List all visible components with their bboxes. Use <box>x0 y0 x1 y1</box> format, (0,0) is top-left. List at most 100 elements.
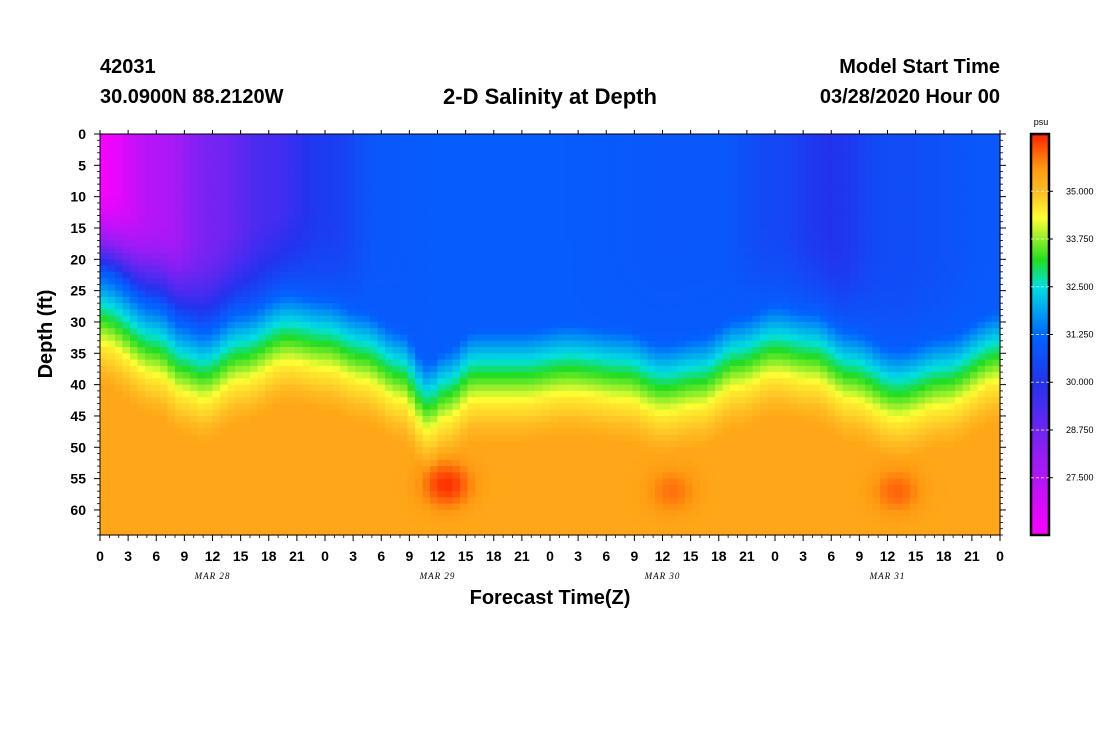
heatmap-cell <box>385 491 394 499</box>
heatmap-cell <box>385 453 394 461</box>
heatmap-cell <box>527 240 536 248</box>
heatmap-cell <box>662 296 671 304</box>
heatmap-cell <box>482 503 491 511</box>
heatmap-cell <box>385 466 394 473</box>
heatmap-cell <box>505 497 514 505</box>
heatmap-cell <box>250 152 259 160</box>
heatmap-cell <box>437 265 446 273</box>
heatmap-cell <box>655 159 664 166</box>
heatmap-cell <box>610 522 619 530</box>
heatmap-cell <box>632 340 641 348</box>
heatmap-cell <box>512 184 521 191</box>
heatmap-cell <box>452 403 461 411</box>
heatmap-cell <box>610 365 619 373</box>
heatmap-cell <box>295 428 304 436</box>
heatmap-cell <box>190 140 199 148</box>
heatmap-cell <box>115 171 124 179</box>
heatmap-cell <box>377 466 386 473</box>
heatmap-cell <box>662 152 671 160</box>
heatmap-cell <box>167 441 176 448</box>
heatmap-cell <box>415 466 424 473</box>
heatmap-cell <box>332 409 341 417</box>
heatmap-cell <box>400 353 409 361</box>
heatmap-cell <box>535 278 544 285</box>
heatmap-cell <box>107 159 116 166</box>
heatmap-cell <box>422 428 431 436</box>
heatmap-cell <box>587 347 596 354</box>
heatmap-cell <box>340 384 349 392</box>
heatmap-cell <box>632 415 641 423</box>
heatmap-cell <box>257 503 266 511</box>
heatmap-cell <box>310 466 319 473</box>
heatmap-cell <box>250 441 259 448</box>
heatmap-cell <box>460 390 469 398</box>
heatmap-cell <box>430 359 439 367</box>
heatmap-cell <box>407 209 416 217</box>
heatmap-cell <box>137 227 146 235</box>
heatmap-cell <box>527 202 536 210</box>
heatmap-cell <box>250 303 259 311</box>
heatmap-cell <box>280 259 289 267</box>
heatmap-cell <box>542 134 551 141</box>
heatmap-cell <box>430 227 439 235</box>
heatmap-cell <box>452 190 461 198</box>
heatmap-cell <box>407 509 416 517</box>
heatmap-cell <box>655 347 664 354</box>
heatmap-cell <box>535 202 544 210</box>
heatmap-cell <box>265 359 274 367</box>
heatmap-cell <box>250 384 259 392</box>
heatmap-cell <box>220 384 229 392</box>
heatmap-cell <box>437 415 446 423</box>
heatmap-cell <box>557 378 566 386</box>
heatmap-cell <box>175 190 184 198</box>
heatmap-cell <box>625 434 634 442</box>
heatmap-cell <box>535 422 544 430</box>
heatmap-cell <box>527 353 536 361</box>
heatmap-cell <box>175 290 184 298</box>
heatmap-cell <box>407 347 416 354</box>
heatmap-cell <box>137 328 146 336</box>
heatmap-cell <box>355 422 364 430</box>
heatmap-cell <box>130 221 139 229</box>
heatmap-cell <box>115 403 124 411</box>
heatmap-cell <box>242 522 251 530</box>
heatmap-cell <box>295 340 304 348</box>
heatmap-cell <box>257 390 266 398</box>
heatmap-cell <box>130 140 139 148</box>
heatmap-cell <box>362 271 371 279</box>
heatmap-cell <box>100 259 109 267</box>
heatmap-cell <box>197 309 206 317</box>
heatmap-cell <box>242 353 251 361</box>
heatmap-cell <box>115 152 124 160</box>
heatmap-cell <box>520 409 529 417</box>
heatmap-cell <box>580 165 589 173</box>
heatmap-cell <box>655 403 664 411</box>
heatmap-cell <box>332 428 341 436</box>
heatmap-cell <box>445 390 454 398</box>
heatmap-cell <box>625 259 634 267</box>
heatmap-cell <box>460 397 469 405</box>
heatmap-cell <box>355 202 364 210</box>
heatmap-cell <box>220 234 229 242</box>
heatmap-cell <box>625 215 634 223</box>
heatmap-cell <box>220 422 229 430</box>
heatmap-cell <box>542 271 551 279</box>
heatmap-cell <box>527 503 536 511</box>
heatmap-cell <box>302 378 311 386</box>
heatmap-cell <box>107 403 116 411</box>
heatmap-cell <box>460 347 469 354</box>
heatmap-cell <box>527 409 536 417</box>
heatmap-cell <box>445 159 454 166</box>
heatmap-cell <box>115 165 124 173</box>
heatmap-cell <box>272 503 281 511</box>
heatmap-cell <box>347 321 356 329</box>
heatmap-cell <box>287 503 296 511</box>
heatmap-cell <box>257 309 266 317</box>
heatmap-cell <box>377 278 386 285</box>
heatmap-cell <box>235 140 244 148</box>
heatmap-cell <box>535 516 544 524</box>
heatmap-cell <box>167 528 176 536</box>
heatmap-cell <box>130 152 139 160</box>
heatmap-cell <box>505 409 514 417</box>
heatmap-cell <box>542 290 551 298</box>
